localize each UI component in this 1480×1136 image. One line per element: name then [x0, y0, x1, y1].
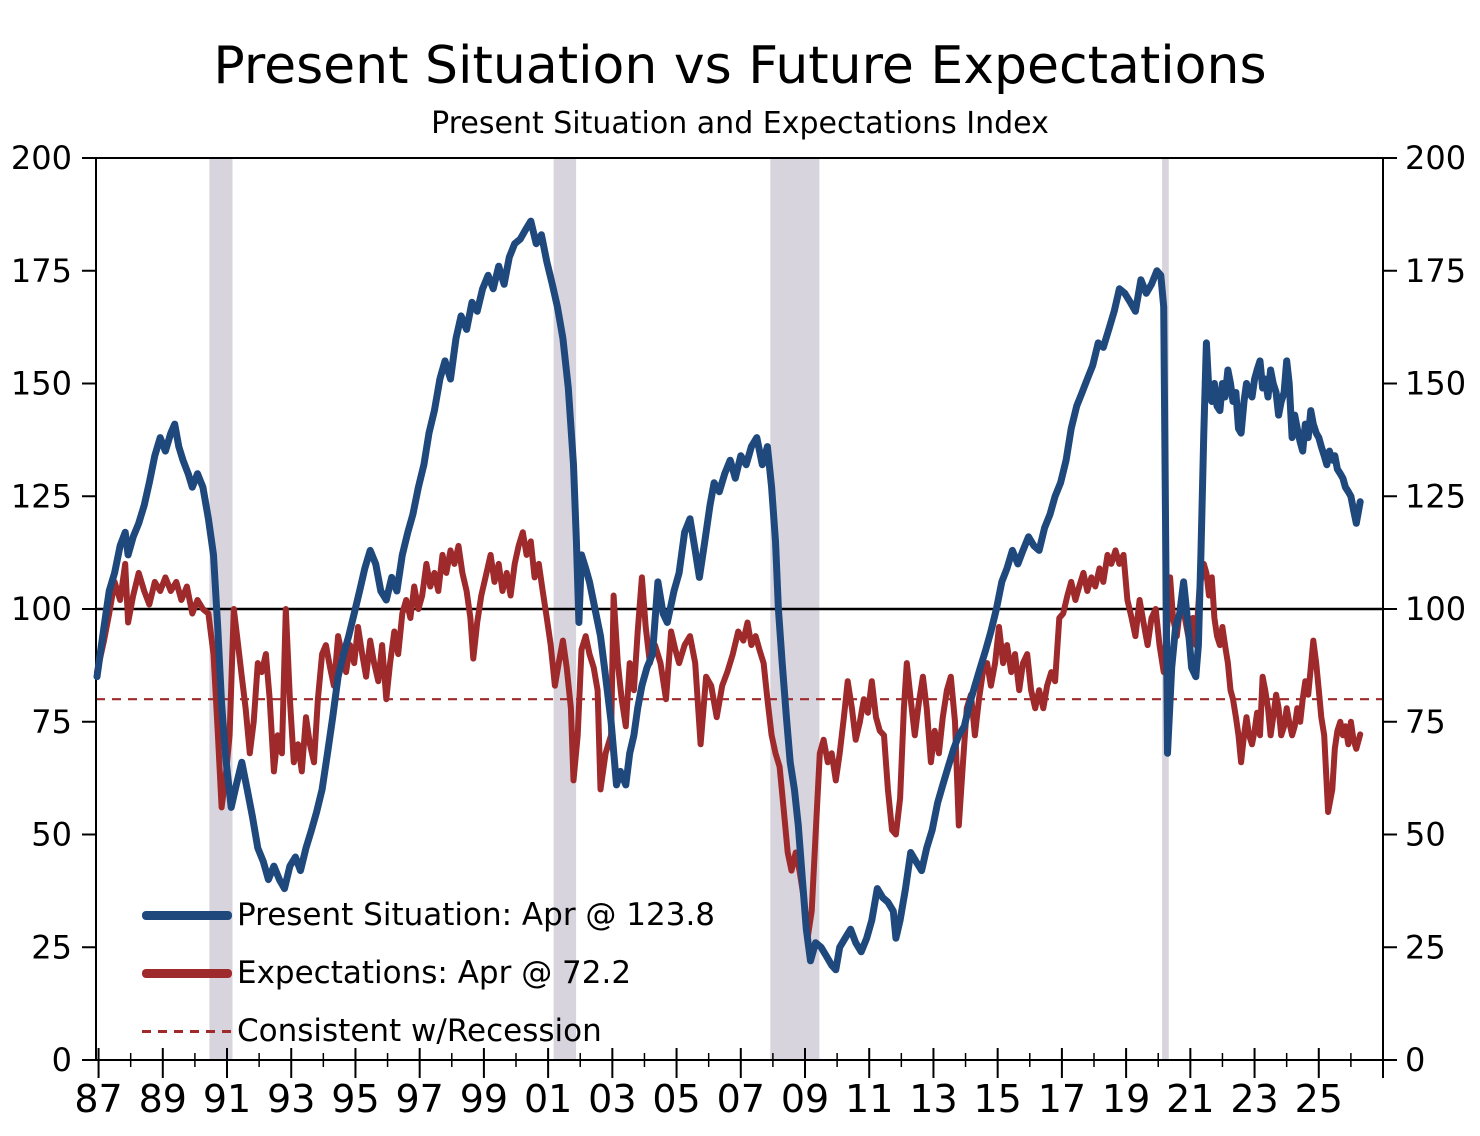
y-tick-label-left: 100	[11, 590, 72, 628]
y-tick-label-left: 200	[11, 139, 72, 177]
recession-threshold-dash-swatch	[142, 1029, 232, 1033]
x-tick-label: 19	[1102, 1077, 1150, 1121]
y-tick-label-left: 125	[11, 477, 72, 515]
x-tick-label: 91	[203, 1077, 251, 1121]
y-tick-label-right: 75	[1405, 703, 1446, 741]
y-tick-label-right: 125	[1405, 477, 1466, 515]
y-tick-label-right: 200	[1405, 139, 1466, 177]
x-tick-label: 13	[909, 1077, 957, 1121]
legend-item-recession-threshold: Consistent w/Recession	[142, 1002, 715, 1060]
y-tick-label-left: 150	[11, 365, 72, 403]
chart-title: Present Situation vs Future Expectations	[213, 36, 1267, 96]
y-tick-label-right: 25	[1405, 928, 1446, 966]
x-tick-label: 95	[331, 1077, 379, 1121]
x-tick-label: 87	[74, 1077, 122, 1121]
x-tick-label: 11	[845, 1077, 893, 1121]
expectations-line-swatch	[142, 968, 232, 978]
x-tick-label: 23	[1230, 1077, 1278, 1121]
x-tick-label: 01	[524, 1077, 572, 1121]
y-tick-label-right: 0	[1405, 1041, 1425, 1079]
present-situation-line-swatch	[142, 910, 232, 920]
legend-label-present-situation: Present Situation: Apr @ 123.8	[237, 897, 716, 933]
y-tick-label-left: 75	[31, 703, 72, 741]
x-tick-label: 17	[1038, 1077, 1086, 1121]
x-tick-label: 97	[395, 1077, 443, 1121]
y-tick-label-left: 50	[31, 816, 72, 854]
y-tick-label-right: 100	[1405, 590, 1466, 628]
x-tick-label: 99	[460, 1077, 508, 1121]
y-tick-label-right: 150	[1405, 365, 1466, 403]
x-tick-label: 03	[588, 1077, 636, 1121]
legend-item-expectations: Expectations: Apr @ 72.2	[142, 944, 715, 1002]
x-tick-label: 15	[973, 1077, 1021, 1121]
y-tick-label-right: 50	[1405, 816, 1446, 854]
legend: Present Situation: Apr @ 123.8 Expectati…	[142, 886, 715, 1060]
series-expectations	[94, 529, 1364, 942]
legend-item-present-situation: Present Situation: Apr @ 123.8	[142, 886, 715, 944]
y-tick-label-left: 175	[11, 252, 72, 290]
x-tick-label: 05	[652, 1077, 700, 1121]
chart-subtitle: Present Situation and Expectations Index	[431, 106, 1049, 141]
y-tick-label-right: 175	[1405, 252, 1466, 290]
legend-label-expectations: Expectations: Apr @ 72.2	[237, 955, 632, 991]
x-tick-label: 25	[1295, 1077, 1343, 1121]
legend-label-recession-threshold: Consistent w/Recession	[237, 1013, 602, 1049]
series-present-situation	[93, 217, 1364, 974]
y-tick-label-left: 0	[52, 1041, 72, 1079]
y-tick-label-left: 25	[31, 928, 72, 966]
x-tick-label: 09	[781, 1077, 829, 1121]
x-tick-label: 89	[139, 1077, 187, 1121]
x-tick-label: 07	[717, 1077, 765, 1121]
x-tick-label: 93	[267, 1077, 315, 1121]
x-tick-label: 21	[1166, 1077, 1214, 1121]
